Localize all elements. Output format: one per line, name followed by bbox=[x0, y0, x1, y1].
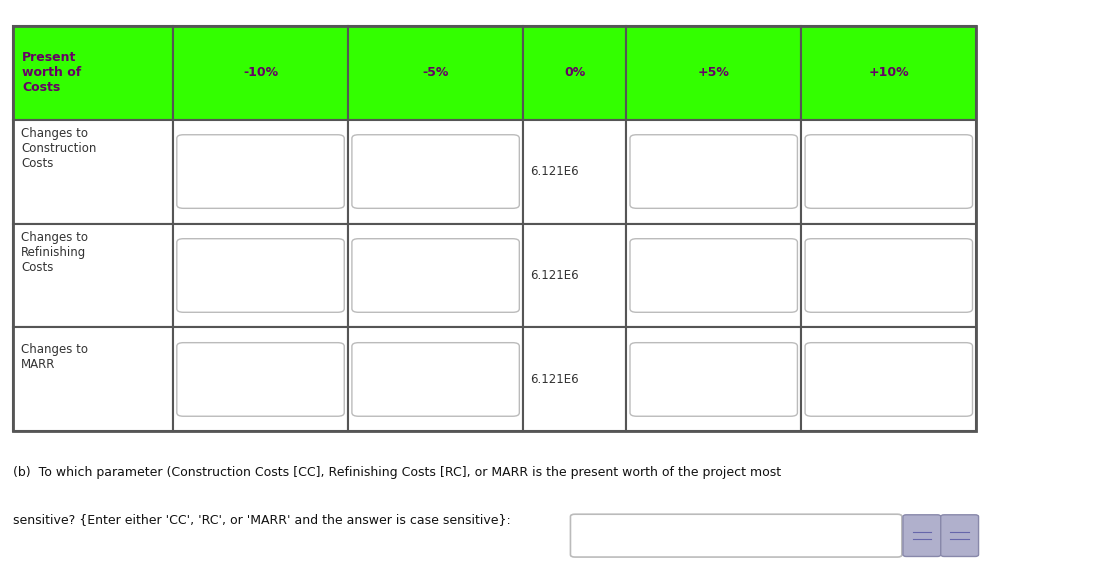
Bar bbox=[13, 26, 173, 120]
Text: Changes to
Refinishing
Costs: Changes to Refinishing Costs bbox=[21, 231, 88, 274]
Bar bbox=[13, 26, 976, 431]
Text: Changes to
Construction
Costs: Changes to Construction Costs bbox=[21, 127, 97, 170]
Bar bbox=[13, 120, 173, 224]
Bar bbox=[626, 26, 802, 120]
Bar bbox=[523, 120, 626, 224]
FancyBboxPatch shape bbox=[177, 343, 345, 416]
Bar bbox=[523, 328, 626, 431]
Text: +5%: +5% bbox=[697, 66, 729, 79]
Text: (b)  To which parameter (Construction Costs [CC], Refinishing Costs [RC], or MAR: (b) To which parameter (Construction Cos… bbox=[13, 466, 782, 479]
FancyBboxPatch shape bbox=[351, 343, 519, 416]
FancyBboxPatch shape bbox=[631, 135, 797, 208]
FancyBboxPatch shape bbox=[351, 135, 519, 208]
FancyBboxPatch shape bbox=[177, 239, 345, 312]
Text: 0%: 0% bbox=[564, 66, 585, 79]
Bar bbox=[802, 224, 976, 328]
Bar bbox=[626, 120, 802, 224]
Text: Present
worth of
Costs: Present worth of Costs bbox=[22, 52, 81, 95]
FancyBboxPatch shape bbox=[570, 514, 902, 557]
Bar bbox=[802, 328, 976, 431]
Bar bbox=[173, 120, 348, 224]
Text: 6.121E6: 6.121E6 bbox=[529, 269, 578, 282]
FancyBboxPatch shape bbox=[805, 239, 973, 312]
FancyBboxPatch shape bbox=[903, 515, 941, 556]
Text: 6.121E6: 6.121E6 bbox=[529, 373, 578, 386]
Text: sensitive? {Enter either 'CC', 'RC', or 'MARR' and the answer is case sensitive}: sensitive? {Enter either 'CC', 'RC', or … bbox=[13, 513, 512, 526]
Text: -10%: -10% bbox=[242, 66, 278, 79]
FancyBboxPatch shape bbox=[177, 135, 345, 208]
Text: +10%: +10% bbox=[868, 66, 910, 79]
Bar bbox=[523, 26, 626, 120]
Bar bbox=[348, 328, 523, 431]
Bar bbox=[802, 120, 976, 224]
Text: 6.121E6: 6.121E6 bbox=[529, 165, 578, 178]
Bar bbox=[348, 120, 523, 224]
Text: -5%: -5% bbox=[423, 66, 449, 79]
Bar bbox=[173, 328, 348, 431]
FancyBboxPatch shape bbox=[805, 135, 973, 208]
Bar bbox=[13, 224, 173, 328]
FancyBboxPatch shape bbox=[941, 515, 979, 556]
FancyBboxPatch shape bbox=[631, 343, 797, 416]
FancyBboxPatch shape bbox=[351, 239, 519, 312]
Bar bbox=[523, 224, 626, 328]
FancyBboxPatch shape bbox=[805, 343, 973, 416]
Bar bbox=[802, 26, 976, 120]
FancyBboxPatch shape bbox=[631, 239, 797, 312]
Bar bbox=[13, 328, 173, 431]
Bar bbox=[348, 224, 523, 328]
Bar bbox=[626, 328, 802, 431]
Bar bbox=[173, 26, 348, 120]
Bar bbox=[173, 224, 348, 328]
Bar bbox=[626, 224, 802, 328]
Bar bbox=[348, 26, 523, 120]
Text: Changes to
MARR: Changes to MARR bbox=[21, 343, 88, 370]
